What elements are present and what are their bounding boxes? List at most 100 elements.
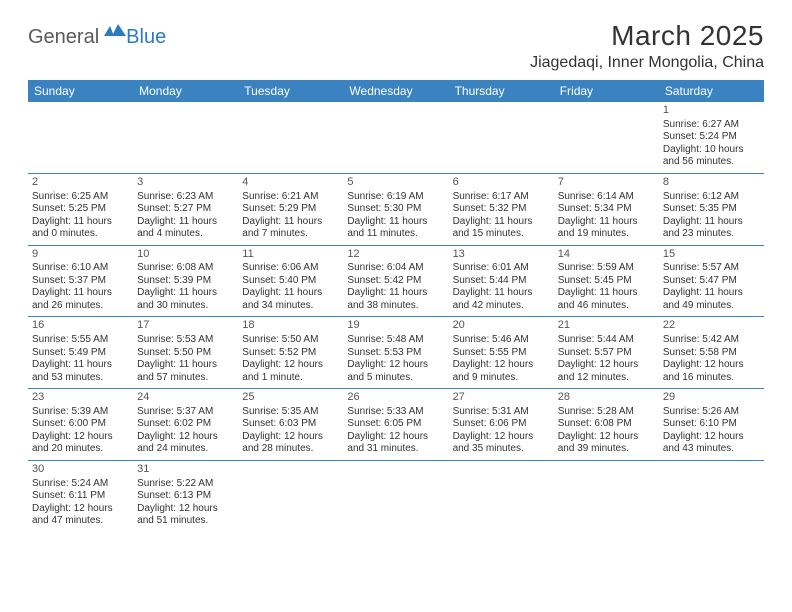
sunset-text: Sunset: 5:32 PM bbox=[453, 203, 550, 216]
day-number: 12 bbox=[347, 248, 444, 262]
title-block: March 2025 Jiagedaqi, Inner Mongolia, Ch… bbox=[530, 20, 764, 72]
calendar-cell: 31Sunrise: 5:22 AMSunset: 6:13 PMDayligh… bbox=[133, 460, 238, 531]
calendar-cell bbox=[449, 460, 554, 531]
sunset-text: Sunset: 6:06 PM bbox=[453, 418, 550, 431]
day-header: Tuesday bbox=[238, 80, 343, 102]
sunrise-text: Sunrise: 5:42 AM bbox=[663, 334, 760, 347]
calendar-cell: 6Sunrise: 6:17 AMSunset: 5:32 PMDaylight… bbox=[449, 173, 554, 245]
day-number: 9 bbox=[32, 248, 129, 262]
logo-text-general: General bbox=[28, 26, 99, 49]
daylight-text: Daylight: 12 hours and 5 minutes. bbox=[347, 359, 444, 384]
calendar-table: Sunday Monday Tuesday Wednesday Thursday… bbox=[28, 80, 764, 532]
calendar-cell bbox=[133, 102, 238, 173]
calendar-cell bbox=[449, 102, 554, 173]
day-header: Thursday bbox=[449, 80, 554, 102]
sunrise-text: Sunrise: 6:27 AM bbox=[663, 119, 760, 132]
day-number: 13 bbox=[453, 248, 550, 262]
daylight-text: Daylight: 12 hours and 43 minutes. bbox=[663, 431, 760, 456]
calendar-cell bbox=[238, 102, 343, 173]
day-number: 2 bbox=[32, 176, 129, 190]
calendar-cell bbox=[554, 460, 659, 531]
sunrise-text: Sunrise: 5:46 AM bbox=[453, 334, 550, 347]
daylight-text: Daylight: 12 hours and 9 minutes. bbox=[453, 359, 550, 384]
sunset-text: Sunset: 5:30 PM bbox=[347, 203, 444, 216]
sunrise-text: Sunrise: 6:21 AM bbox=[242, 191, 339, 204]
calendar-cell: 24Sunrise: 5:37 AMSunset: 6:02 PMDayligh… bbox=[133, 389, 238, 461]
daylight-text: Daylight: 11 hours and 11 minutes. bbox=[347, 216, 444, 241]
day-number: 1 bbox=[663, 104, 760, 118]
daylight-text: Daylight: 11 hours and 42 minutes. bbox=[453, 287, 550, 312]
calendar-cell: 18Sunrise: 5:50 AMSunset: 5:52 PMDayligh… bbox=[238, 317, 343, 389]
sunset-text: Sunset: 5:25 PM bbox=[32, 203, 129, 216]
sunset-text: Sunset: 5:50 PM bbox=[137, 347, 234, 360]
calendar-cell: 13Sunrise: 6:01 AMSunset: 5:44 PMDayligh… bbox=[449, 245, 554, 317]
calendar-cell: 2Sunrise: 6:25 AMSunset: 5:25 PMDaylight… bbox=[28, 173, 133, 245]
sunset-text: Sunset: 5:47 PM bbox=[663, 275, 760, 288]
day-number: 30 bbox=[32, 463, 129, 477]
sunrise-text: Sunrise: 6:08 AM bbox=[137, 262, 234, 275]
calendar-cell: 11Sunrise: 6:06 AMSunset: 5:40 PMDayligh… bbox=[238, 245, 343, 317]
calendar-cell: 22Sunrise: 5:42 AMSunset: 5:58 PMDayligh… bbox=[659, 317, 764, 389]
sunrise-text: Sunrise: 6:17 AM bbox=[453, 191, 550, 204]
sunrise-text: Sunrise: 6:23 AM bbox=[137, 191, 234, 204]
sunset-text: Sunset: 6:02 PM bbox=[137, 418, 234, 431]
daylight-text: Daylight: 11 hours and 46 minutes. bbox=[558, 287, 655, 312]
sunrise-text: Sunrise: 6:04 AM bbox=[347, 262, 444, 275]
sunrise-text: Sunrise: 5:22 AM bbox=[137, 478, 234, 491]
calendar-cell: 15Sunrise: 5:57 AMSunset: 5:47 PMDayligh… bbox=[659, 245, 764, 317]
daylight-text: Daylight: 11 hours and 7 minutes. bbox=[242, 216, 339, 241]
day-number: 8 bbox=[663, 176, 760, 190]
calendar-cell: 21Sunrise: 5:44 AMSunset: 5:57 PMDayligh… bbox=[554, 317, 659, 389]
day-header-row: Sunday Monday Tuesday Wednesday Thursday… bbox=[28, 80, 764, 102]
logo-flag-icon bbox=[104, 24, 126, 43]
sunset-text: Sunset: 6:00 PM bbox=[32, 418, 129, 431]
sunrise-text: Sunrise: 5:28 AM bbox=[558, 406, 655, 419]
day-header: Monday bbox=[133, 80, 238, 102]
sunrise-text: Sunrise: 6:19 AM bbox=[347, 191, 444, 204]
sunset-text: Sunset: 6:05 PM bbox=[347, 418, 444, 431]
calendar-cell: 27Sunrise: 5:31 AMSunset: 6:06 PMDayligh… bbox=[449, 389, 554, 461]
daylight-text: Daylight: 11 hours and 26 minutes. bbox=[32, 287, 129, 312]
calendar-week-row: 23Sunrise: 5:39 AMSunset: 6:00 PMDayligh… bbox=[28, 389, 764, 461]
day-number: 18 bbox=[242, 319, 339, 333]
day-number: 28 bbox=[558, 391, 655, 405]
day-number: 17 bbox=[137, 319, 234, 333]
day-number: 20 bbox=[453, 319, 550, 333]
sunrise-text: Sunrise: 5:37 AM bbox=[137, 406, 234, 419]
day-number: 23 bbox=[32, 391, 129, 405]
daylight-text: Daylight: 12 hours and 35 minutes. bbox=[453, 431, 550, 456]
sunset-text: Sunset: 5:37 PM bbox=[32, 275, 129, 288]
calendar-cell: 14Sunrise: 5:59 AMSunset: 5:45 PMDayligh… bbox=[554, 245, 659, 317]
calendar-cell bbox=[28, 102, 133, 173]
sunrise-text: Sunrise: 5:53 AM bbox=[137, 334, 234, 347]
calendar-cell: 29Sunrise: 5:26 AMSunset: 6:10 PMDayligh… bbox=[659, 389, 764, 461]
daylight-text: Daylight: 11 hours and 34 minutes. bbox=[242, 287, 339, 312]
sunrise-text: Sunrise: 5:33 AM bbox=[347, 406, 444, 419]
day-number: 3 bbox=[137, 176, 234, 190]
sunrise-text: Sunrise: 5:50 AM bbox=[242, 334, 339, 347]
sunset-text: Sunset: 5:44 PM bbox=[453, 275, 550, 288]
daylight-text: Daylight: 12 hours and 20 minutes. bbox=[32, 431, 129, 456]
sunset-text: Sunset: 6:03 PM bbox=[242, 418, 339, 431]
sunset-text: Sunset: 6:13 PM bbox=[137, 490, 234, 503]
day-number: 10 bbox=[137, 248, 234, 262]
calendar-cell: 8Sunrise: 6:12 AMSunset: 5:35 PMDaylight… bbox=[659, 173, 764, 245]
day-number: 11 bbox=[242, 248, 339, 262]
sunset-text: Sunset: 5:45 PM bbox=[558, 275, 655, 288]
sunset-text: Sunset: 6:10 PM bbox=[663, 418, 760, 431]
calendar-cell: 19Sunrise: 5:48 AMSunset: 5:53 PMDayligh… bbox=[343, 317, 448, 389]
daylight-text: Daylight: 12 hours and 28 minutes. bbox=[242, 431, 339, 456]
sunrise-text: Sunrise: 5:44 AM bbox=[558, 334, 655, 347]
logo: General Blue bbox=[28, 26, 166, 49]
header: General Blue March 2025 Jiagedaqi, Inner… bbox=[28, 20, 764, 72]
calendar-cell: 23Sunrise: 5:39 AMSunset: 6:00 PMDayligh… bbox=[28, 389, 133, 461]
calendar-cell bbox=[343, 102, 448, 173]
day-number: 5 bbox=[347, 176, 444, 190]
calendar-cell bbox=[554, 102, 659, 173]
calendar-cell: 1Sunrise: 6:27 AMSunset: 5:24 PMDaylight… bbox=[659, 102, 764, 173]
daylight-text: Daylight: 11 hours and 4 minutes. bbox=[137, 216, 234, 241]
sunrise-text: Sunrise: 5:59 AM bbox=[558, 262, 655, 275]
sunset-text: Sunset: 5:49 PM bbox=[32, 347, 129, 360]
day-header: Friday bbox=[554, 80, 659, 102]
sunrise-text: Sunrise: 5:31 AM bbox=[453, 406, 550, 419]
